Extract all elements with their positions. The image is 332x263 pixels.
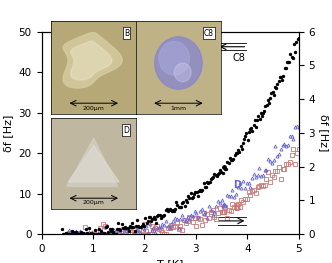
Text: D: D — [233, 180, 241, 190]
Circle shape — [174, 63, 191, 82]
X-axis label: T [K]: T [K] — [157, 259, 183, 263]
Text: C8: C8 — [204, 28, 214, 38]
Polygon shape — [68, 146, 119, 182]
Polygon shape — [71, 41, 112, 80]
Polygon shape — [63, 32, 122, 88]
Text: C8: C8 — [233, 53, 246, 63]
Text: 200μm: 200μm — [83, 106, 105, 111]
Text: B: B — [124, 28, 129, 38]
Y-axis label: δf [Hz]: δf [Hz] — [319, 114, 329, 151]
Polygon shape — [67, 138, 118, 186]
Circle shape — [159, 42, 190, 75]
Text: B: B — [233, 203, 240, 213]
Text: D: D — [124, 126, 129, 135]
Text: 1mm: 1mm — [170, 106, 187, 111]
Text: 200μm: 200μm — [83, 200, 105, 205]
Circle shape — [155, 37, 202, 89]
Y-axis label: δf [Hz]: δf [Hz] — [3, 114, 13, 151]
